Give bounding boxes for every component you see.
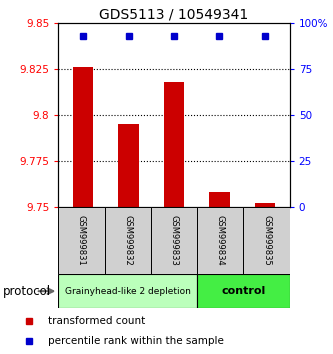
Text: GSM999834: GSM999834 [216,215,225,266]
Bar [73,67,94,207]
Text: GSM999832: GSM999832 [123,215,132,266]
Bar [151,207,197,274]
Bar [119,124,139,207]
Title: GDS5113 / 10549341: GDS5113 / 10549341 [99,8,249,22]
Text: protocol: protocol [3,285,52,298]
Bar [254,204,275,207]
Text: percentile rank within the sample: percentile rank within the sample [48,336,224,346]
Text: GSM999835: GSM999835 [262,215,271,266]
Bar [105,207,151,274]
Text: Grainyhead-like 2 depletion: Grainyhead-like 2 depletion [65,287,191,296]
Bar [243,207,290,274]
Text: transformed count: transformed count [48,316,146,326]
Text: GSM999831: GSM999831 [77,215,86,266]
Bar [58,274,197,308]
Bar [197,207,243,274]
Text: control: control [221,286,265,296]
Bar [58,207,105,274]
Bar [209,192,229,207]
Bar [164,82,184,207]
Text: GSM999833: GSM999833 [169,215,178,266]
Bar [197,274,290,308]
